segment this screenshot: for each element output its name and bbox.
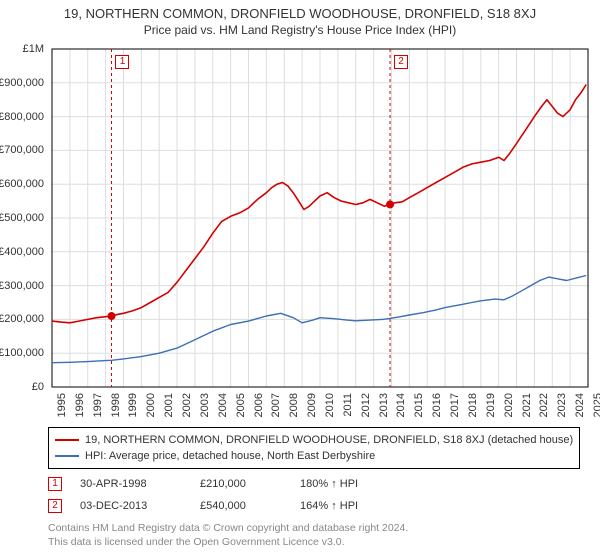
x-tick-label: 2004	[217, 393, 229, 417]
x-tick-label: 2016	[431, 393, 443, 417]
x-tick-label: 2003	[199, 393, 211, 417]
y-tick-label: £700,000	[0, 144, 44, 156]
y-tick-label: £200,000	[0, 313, 44, 325]
sale-marker-2: 2	[394, 55, 408, 69]
x-tick-label: 2012	[360, 393, 372, 417]
x-tick-label: 2017	[449, 393, 461, 417]
sale-pct: 180% ↑ HPI	[300, 478, 420, 490]
x-tick-label: 2011	[342, 393, 354, 417]
x-tick-label: 2020	[503, 393, 515, 417]
y-tick-label: £800,000	[0, 111, 44, 123]
footer-attribution: Contains HM Land Registry data © Crown c…	[48, 521, 580, 549]
sale-date: 03-DEC-2013	[80, 500, 200, 512]
x-tick-label: 2025	[592, 393, 600, 417]
chart-area: £0 £100,000 £200,000 £300,000 £400,000 £500,0…	[0, 41, 600, 421]
x-tick-label: 1996	[74, 393, 86, 417]
x-tick-label: 1999	[127, 393, 139, 417]
sales-table: 1 30-APR-1998£210,000180% ↑ HPI 2 03-DEC-20…	[48, 473, 580, 517]
x-tick-label: 2018	[467, 393, 479, 417]
x-tick-label: 2015	[413, 393, 425, 417]
legend-row: HPI: Average price, detached house, Nort…	[55, 448, 573, 464]
legend-swatch	[55, 439, 79, 441]
legend-box: 19, NORTHERN COMMON, DRONFIELD WOODHOUSE…	[48, 427, 580, 469]
sales-row: 2 03-DEC-2013£540,000164% ↑ HPI	[48, 495, 580, 517]
x-tick-label: 2022	[538, 393, 550, 417]
legend-label: 19, NORTHERN COMMON, DRONFIELD WOODHOUSE…	[85, 434, 573, 446]
title-address: 19, NORTHERN COMMON, DRONFIELD WOODHOUSE…	[0, 0, 600, 21]
x-tick-label: 2005	[235, 393, 247, 417]
x-tick-label: 2008	[288, 393, 300, 417]
x-tick-label: 2013	[378, 393, 390, 417]
x-tick-label: 2023	[556, 393, 568, 417]
y-tick-label: £600,000	[0, 178, 44, 190]
sale-point-1	[107, 312, 115, 320]
sale-price: £540,000	[200, 500, 300, 512]
y-tick-label: £400,000	[0, 246, 44, 258]
x-tick-label: 2000	[145, 393, 157, 417]
sale-price: £210,000	[200, 478, 300, 490]
x-tick-label: 2001	[163, 393, 175, 417]
sales-row: 1 30-APR-1998£210,000180% ↑ HPI	[48, 473, 580, 495]
y-tick-label: £900,000	[0, 77, 44, 89]
x-tick-label: 2009	[306, 393, 318, 417]
x-tick-label: 2002	[181, 393, 193, 417]
y-tick-label: £0	[32, 381, 44, 393]
x-tick-label: 2019	[485, 393, 497, 417]
x-tick-label: 2014	[395, 393, 407, 417]
x-tick-label: 2021	[521, 393, 533, 417]
y-tick-label: £300,000	[0, 280, 44, 292]
x-tick-label: 1997	[92, 393, 104, 417]
x-tick-label: 2006	[253, 393, 265, 417]
sale-pct: 164% ↑ HPI	[300, 500, 420, 512]
sale-marker-1: 1	[115, 55, 129, 69]
x-tick-label: 2010	[324, 393, 336, 417]
x-tick-label: 1995	[56, 393, 68, 417]
y-tick-label: £1M	[23, 43, 44, 55]
y-tick-label: £100,000	[0, 347, 44, 359]
x-tick-label: 1998	[110, 393, 122, 417]
legend-label: HPI: Average price, detached house, Nort…	[85, 450, 375, 462]
legend-row: 19, NORTHERN COMMON, DRONFIELD WOODHOUSE…	[55, 432, 573, 448]
x-tick-label: 2007	[270, 393, 282, 417]
footer-line-1: Contains HM Land Registry data © Crown c…	[48, 521, 580, 535]
sale-date: 30-APR-1998	[80, 478, 200, 490]
sale-point-2	[386, 200, 394, 208]
title-subtitle: Price paid vs. HM Land Registry's House …	[0, 21, 600, 41]
legend-swatch	[55, 455, 79, 457]
y-tick-label: £500,000	[0, 212, 44, 224]
sale-index-box: 1	[48, 477, 62, 491]
chart-container: 19, NORTHERN COMMON, DRONFIELD WOODHOUSE…	[0, 0, 600, 560]
sale-index-box: 2	[48, 499, 62, 513]
x-tick-label: 2024	[574, 393, 586, 417]
footer-line-2: This data is licensed under the Open Gov…	[48, 535, 580, 549]
chart-svg	[0, 41, 600, 421]
